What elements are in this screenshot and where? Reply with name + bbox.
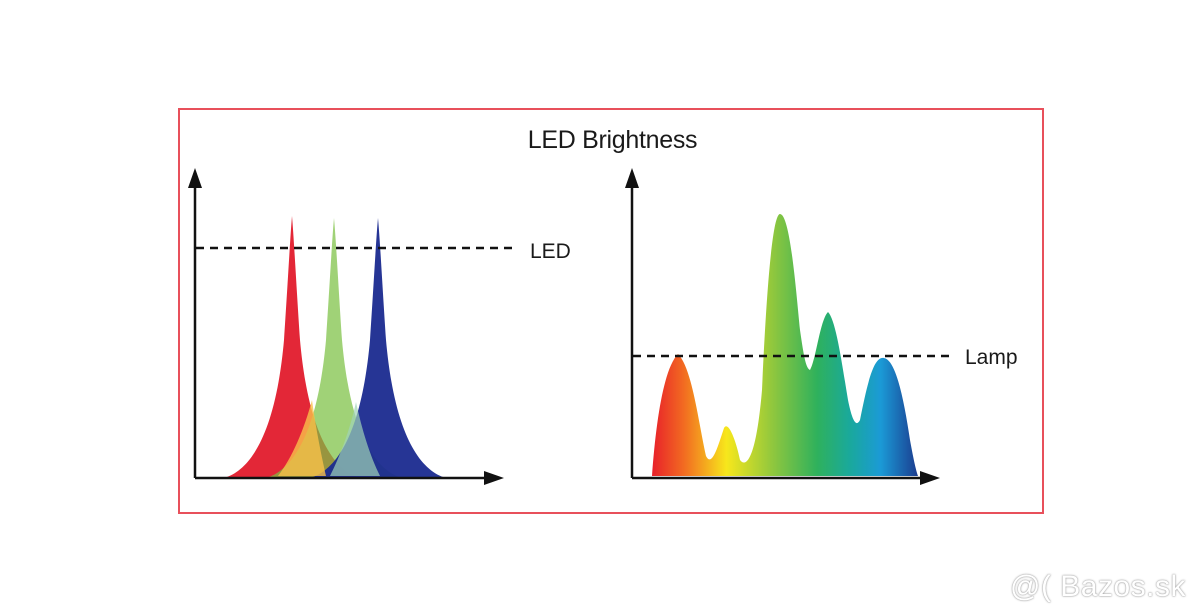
led-y-arrow bbox=[188, 168, 202, 188]
lamp-threshold-label: Lamp bbox=[965, 346, 1018, 369]
lamp-x-arrow bbox=[920, 471, 940, 485]
diagram-title: LED Brightness bbox=[527, 126, 698, 154]
led-overlap-orange bbox=[278, 400, 326, 476]
lamp-spectrum-curve bbox=[652, 214, 918, 476]
led-x-arrow bbox=[484, 471, 504, 485]
lamp-panel: Lamp bbox=[625, 168, 1018, 485]
led-blue-peak bbox=[310, 218, 446, 478]
diagram-frame bbox=[178, 108, 1044, 514]
led-red-peak bbox=[224, 216, 360, 478]
watermark: @( Bazos.sk bbox=[1010, 570, 1186, 603]
lamp-y-arrow bbox=[625, 168, 639, 188]
led-panel: LED bbox=[188, 168, 571, 485]
led-threshold-label: LED bbox=[530, 240, 571, 263]
led-overlap-teal bbox=[330, 402, 380, 476]
led-green-peak bbox=[266, 218, 402, 478]
